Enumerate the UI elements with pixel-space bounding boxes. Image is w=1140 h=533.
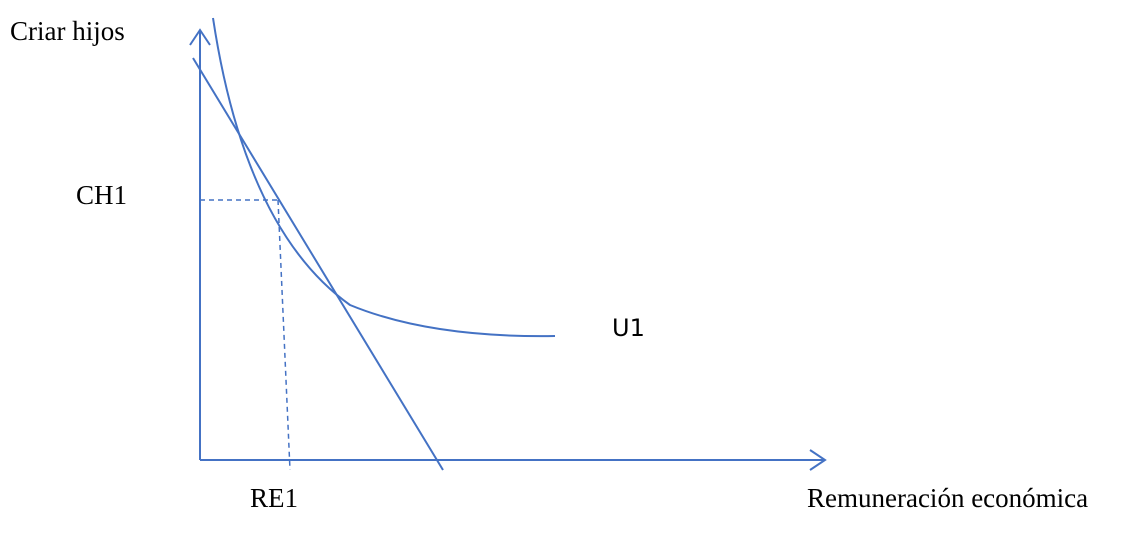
re1-guide-line <box>277 199 291 471</box>
x-axis-label: Remuneración económica <box>807 483 1089 513</box>
y-axis-arrowhead <box>189 28 211 46</box>
y-axis-label: Criar hijos <box>10 16 125 46</box>
budget-line <box>192 57 444 471</box>
y-tick-label-ch1: CH1 <box>76 180 128 210</box>
x-axis-arrowhead <box>809 449 827 471</box>
curve-label-u1: U1 <box>612 314 645 342</box>
x-tick-label-re1: RE1 <box>250 483 299 513</box>
indifference-curve-u1 <box>212 17 556 338</box>
